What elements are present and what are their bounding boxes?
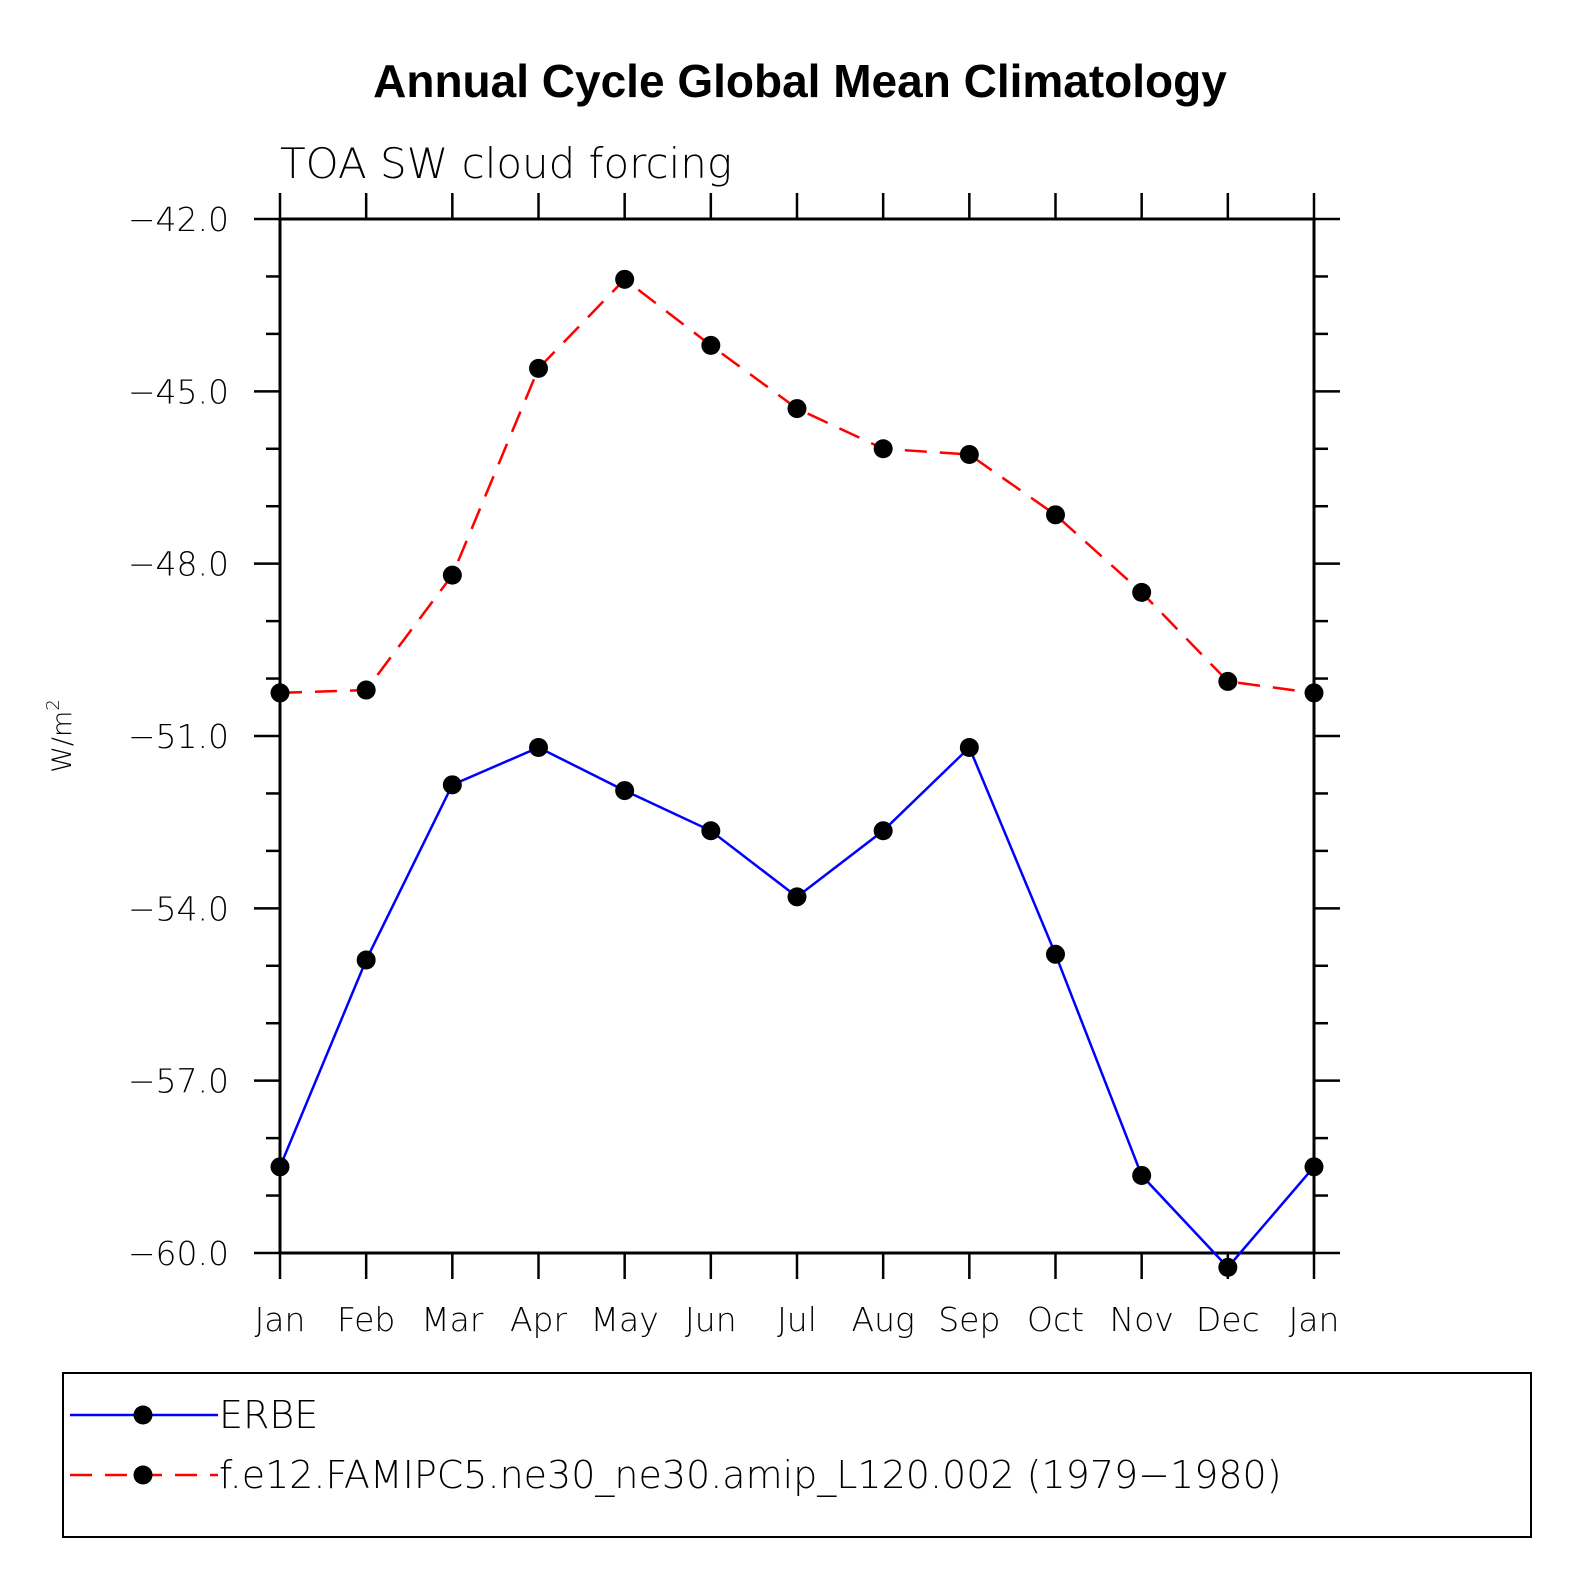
series-point — [356, 680, 376, 700]
series-point — [959, 737, 979, 757]
legend: ERBE f.e12.FAMIPC5.ne30_ne30.amip_L120.00… — [70, 1393, 1282, 1498]
plot-frame — [278, 217, 1316, 1255]
y-ticks: −42.0 −45.0 −48.0 −51.0 −54.0 −57.0 −60.0 — [128, 200, 1340, 1273]
x-tick-label: Feb — [337, 1300, 395, 1339]
y-axis-label-superscript: 2 — [43, 699, 64, 710]
chart-subtitle: TOA SW cloud forcing — [280, 139, 732, 188]
series-point — [529, 358, 548, 378]
series-point — [1304, 1157, 1324, 1177]
series-line — [278, 745, 1315, 1270]
series-point — [959, 445, 979, 465]
y-tick-label: −51.0 — [128, 717, 229, 756]
legend-box — [62, 1372, 1532, 1538]
legend-marker — [133, 1405, 153, 1425]
y-tick-label: −57.0 — [128, 1062, 229, 1101]
x-tick-label: Mar — [421, 1300, 484, 1339]
x-tick-label: Jan — [255, 1300, 306, 1339]
y-axis-label-text: W/m — [47, 711, 78, 773]
x-tick-label: Jul — [777, 1300, 817, 1339]
series-point — [873, 821, 893, 841]
series-point — [1046, 944, 1065, 964]
series-point — [787, 887, 807, 907]
series-line — [279, 277, 1315, 695]
x-tick-label: Dec — [1196, 1300, 1260, 1339]
x-tick-label: Jan — [1289, 1300, 1340, 1339]
x-ticks: Jan Feb Mar Apr May Jun Jul Aug Sep Oct Nov Dec Jan — [255, 193, 1340, 1339]
svg-text:W/m2: W/m2 — [43, 699, 78, 773]
x-tick-label: Jun — [685, 1300, 737, 1339]
legend-label: ERBE — [219, 1393, 318, 1437]
series-point — [1132, 1165, 1152, 1185]
series-point — [442, 775, 462, 795]
series-point — [701, 335, 721, 355]
series-point — [442, 565, 462, 585]
series-point — [1132, 582, 1152, 602]
y-tick-label: −42.0 — [128, 200, 229, 239]
series-point — [1304, 683, 1324, 703]
series-point — [1218, 671, 1238, 691]
legend-marker — [133, 1465, 153, 1485]
y-tick-label: −48.0 — [128, 545, 229, 584]
series-point — [1046, 505, 1065, 525]
series-point — [873, 439, 893, 459]
series-point — [615, 781, 635, 801]
y-tick-label: −60.0 — [128, 1234, 229, 1273]
y-tick-label: −54.0 — [128, 889, 229, 928]
legend-label: f.e12.FAMIPC5.ne30_ne30.amip_L120.002 (1… — [219, 1453, 1282, 1498]
y-tick-label: −45.0 — [128, 372, 229, 411]
x-tick-label: Apr — [510, 1300, 568, 1339]
x-tick-label: Aug — [852, 1300, 915, 1339]
series-point — [529, 737, 548, 757]
y-axis-label: W/m2 — [43, 699, 78, 773]
series-point — [615, 269, 635, 289]
x-tick-label: Sep — [938, 1300, 1000, 1339]
series-point — [787, 399, 807, 419]
x-tick-label: Oct — [1027, 1300, 1084, 1339]
x-tick-label: May — [591, 1300, 659, 1339]
series-point — [701, 821, 721, 841]
series-point — [356, 950, 376, 970]
series-point — [1218, 1257, 1238, 1277]
series-layer — [270, 269, 1324, 1277]
chart-title: Annual Cycle Global Mean Climatology — [373, 55, 1227, 107]
series-point — [270, 1157, 290, 1177]
x-tick-label: Nov — [1109, 1300, 1173, 1339]
series-point — [270, 683, 290, 703]
